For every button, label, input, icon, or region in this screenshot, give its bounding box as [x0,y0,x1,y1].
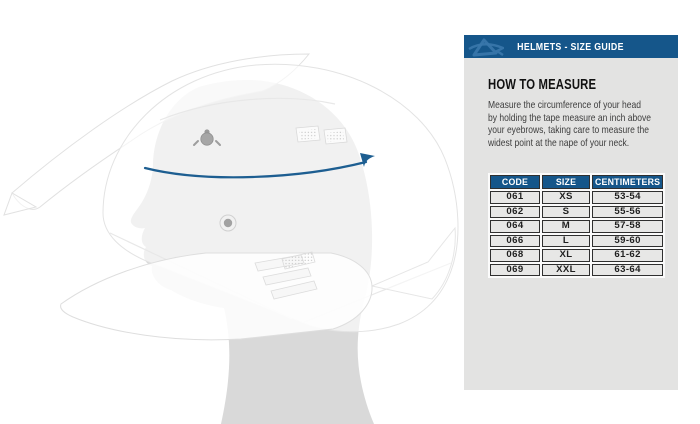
code-cell: 061 [490,191,540,204]
cm-cell: 59-60 [592,234,664,247]
code-cell: 064 [490,220,540,233]
acerbis-logo-icon [468,38,504,57]
table-row: 069 XXL 63-64 [490,263,664,276]
table-row: 064 M 57-58 [490,220,664,233]
code-cell: 062 [490,205,540,218]
table-row: 068 XL 61-62 [490,249,664,262]
cm-cell: 55-56 [592,205,664,218]
size-table: CODE SIZE CENTIMETERS 061 XS 53-54 062 S… [488,173,666,278]
arrowhead-icon [360,153,375,167]
instruction-line: Measure the circumference of your head [488,100,641,111]
helmet-rear-fin [370,226,456,300]
cm-cell: 57-58 [592,220,664,233]
code-cell: 066 [490,234,540,247]
code-cell: 069 [490,263,540,276]
instruction-line: widest point at the nape of your neck. [488,137,630,149]
instruction-line: your eyebrows, taking care to measure th… [488,125,650,136]
cm-cell: 61-62 [592,249,664,262]
panel-title: HELMETS - SIZE GUIDE [517,40,625,53]
code-cell: 068 [490,249,540,262]
size-cell: L [542,234,590,247]
measurement-arc [143,153,375,179]
column-header-centimeters: CENTIMETERS [592,175,664,189]
table-row: 066 L 59-60 [490,234,664,247]
helmet-chin-guard [60,252,373,341]
cm-cell: 63-64 [592,263,664,276]
size-cell: XL [542,249,590,262]
size-cell: XXL [542,263,590,276]
chin-vents [254,251,318,300]
panel-header: HELMETS - SIZE GUIDE [464,35,678,58]
measure-instructions: Measure the circumference of your head b… [488,100,651,150]
size-cell: M [542,220,590,233]
crown-knob [193,129,221,146]
table-row: 062 S 55-56 [490,205,664,218]
size-cell: XS [542,191,590,204]
how-to-measure-title: HOW TO MEASURE [488,77,597,93]
column-header-size: SIZE [542,175,590,189]
size-cell: S [542,205,590,218]
column-header-code: CODE [490,175,540,189]
cm-cell: 53-54 [592,191,664,204]
instruction-line: by holding the tape measure an inch abov… [488,112,651,124]
size-table-header-row: CODE SIZE CENTIMETERS [490,175,664,189]
table-row: 061 XS 53-54 [490,191,664,204]
top-vents [295,125,348,145]
size-guide-panel: HOW TO MEASURE Measure the circumference… [464,58,678,390]
visor-pivot [219,214,237,232]
